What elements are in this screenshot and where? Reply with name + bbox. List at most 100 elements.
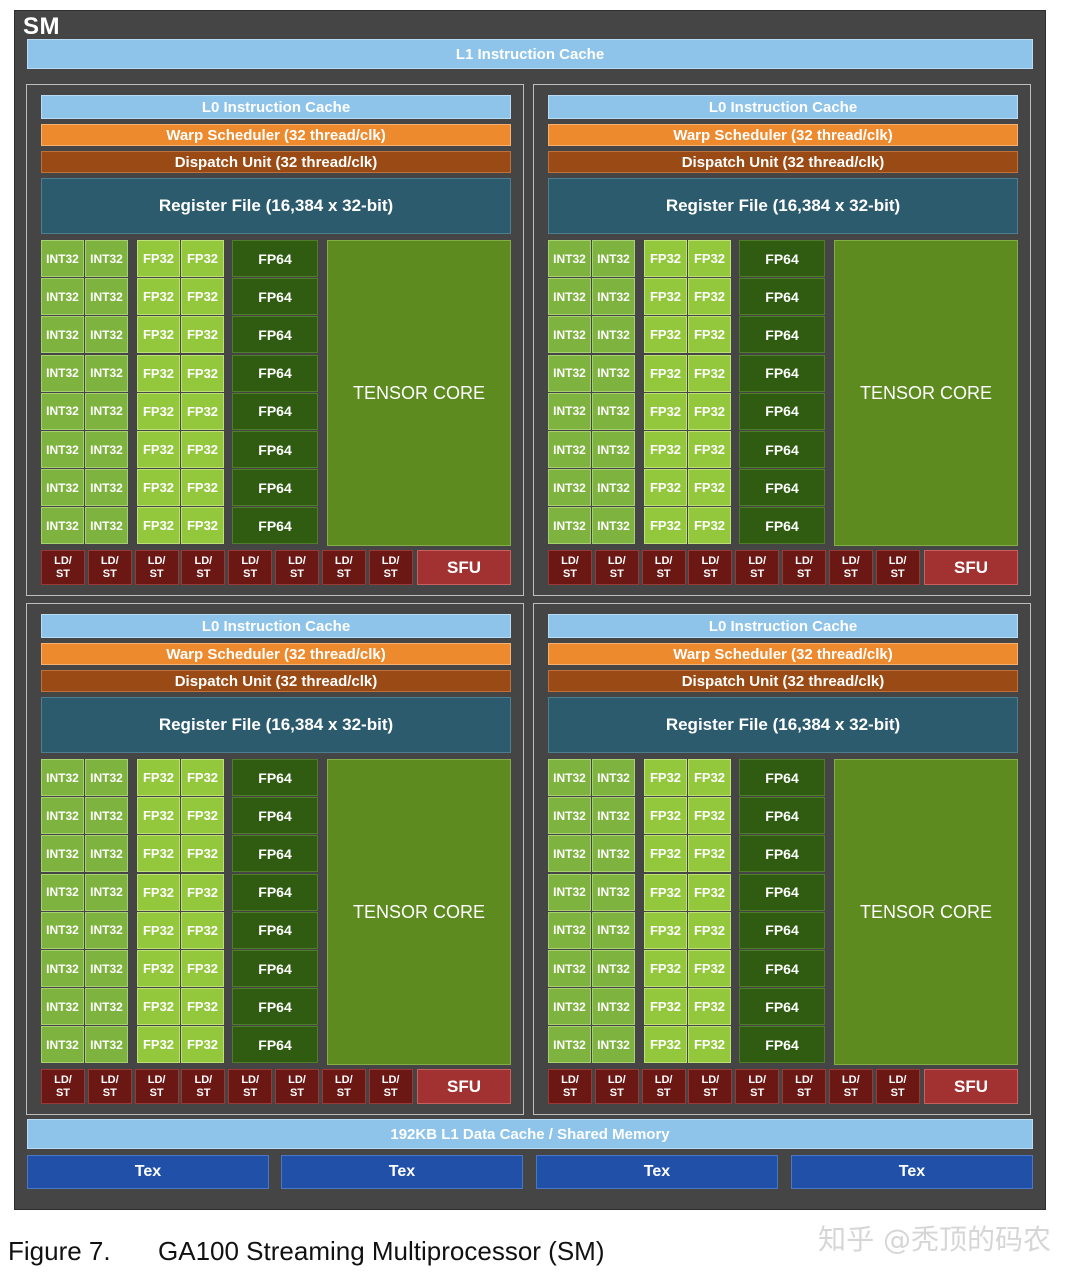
l0-instruction-cache: L0 Instruction Cache (41, 614, 511, 638)
ld-st-label-bottom: ST (562, 1086, 578, 1099)
int32-unit: INT32 (85, 950, 128, 987)
ld-st-label-bottom: ST (703, 1086, 718, 1099)
ld-st-unit: LD/ST (875, 550, 920, 585)
fp64-unit: FP64 (739, 759, 825, 796)
fp32-unit: FP32 (181, 469, 224, 507)
figure-number: Figure 7. (8, 1236, 111, 1266)
dispatch-unit: Dispatch Unit (32 thread/clk) (41, 151, 511, 173)
fp32-unit: FP32 (137, 392, 180, 430)
ld-st-label-top: LD/ (147, 1073, 166, 1086)
int32-unit: INT32 (548, 316, 591, 354)
int32-unit: INT32 (85, 469, 128, 507)
ld-st-label-bottom: ST (149, 1086, 164, 1099)
int32-unit: INT32 (592, 431, 635, 468)
ld-st-label-bottom: ST (102, 1086, 117, 1099)
ld-st-label-bottom: ST (750, 567, 765, 580)
int32-unit: INT32 (41, 431, 84, 468)
fp32-unit: FP32 (688, 240, 731, 277)
warp-scheduler: Warp Scheduler (32 thread/clk) (41, 643, 511, 665)
int32-unit: INT32 (85, 835, 128, 873)
fp32-unit: FP32 (644, 797, 687, 835)
ld-st-label-bottom: ST (383, 567, 398, 580)
fp64-unit: FP64 (232, 988, 318, 1026)
ld-st-unit: LD/ST (181, 1069, 226, 1104)
ld-st-unit: LD/ST (275, 1069, 319, 1104)
l1-instruction-cache: L1 Instruction Cache (27, 39, 1033, 69)
l1-data-cache: 192KB L1 Data Cache / Shared Memory (27, 1119, 1033, 1149)
tensor-core: TENSOR CORE (834, 240, 1018, 546)
fp32-unit: FP32 (137, 469, 180, 507)
int32-unit: INT32 (592, 797, 635, 835)
fp64-unit: FP64 (232, 950, 318, 987)
fp32-unit: FP32 (137, 507, 180, 545)
tex-unit: Tex (281, 1155, 523, 1189)
fp32-unit: FP32 (181, 507, 224, 545)
fp32-unit: FP32 (137, 759, 180, 796)
fp32-unit: FP32 (644, 354, 687, 392)
fp64-unit: FP64 (739, 988, 825, 1026)
int32-unit: INT32 (592, 392, 635, 430)
ld-st-label-top: LD/ (701, 1073, 720, 1086)
ld-st-label-top: LD/ (888, 554, 907, 567)
ld-st-label-top: LD/ (241, 554, 260, 567)
ld-st-label-top: LD/ (748, 1073, 767, 1086)
fp32-unit: FP32 (181, 431, 224, 468)
fp64-unit: FP64 (739, 797, 825, 835)
ld-st-label-bottom: ST (843, 567, 858, 580)
ld-st-label-bottom: ST (149, 567, 164, 580)
figure-title: GA100 Streaming Multiprocessor (SM) (158, 1236, 605, 1266)
ld-st-unit: LD/ST (548, 550, 592, 585)
register-file: Register File (16,384 x 32-bit) (548, 178, 1018, 234)
tensor-core: TENSOR CORE (327, 759, 511, 1065)
ld-st-label-bottom: ST (289, 1086, 305, 1099)
ld-st-label-bottom: ST (196, 1086, 211, 1099)
ld-st-label-top: LD/ (888, 1073, 907, 1086)
int32-unit: INT32 (41, 759, 84, 796)
fp64-unit: FP64 (232, 797, 318, 835)
fp32-unit: FP32 (137, 431, 180, 468)
ld-st-unit: LD/ST (782, 550, 826, 585)
ld-st-label-bottom: ST (750, 1086, 765, 1099)
fp32-unit: FP32 (644, 759, 687, 796)
int32-unit: INT32 (85, 278, 128, 316)
fp32-unit: FP32 (181, 278, 224, 316)
fp32-unit: FP32 (181, 911, 224, 949)
int32-unit: INT32 (41, 950, 84, 987)
int32-unit: INT32 (548, 392, 591, 430)
ld-st-label-top: LD/ (561, 1073, 579, 1086)
l0-instruction-cache: L0 Instruction Cache (41, 95, 511, 119)
fp64-unit: FP64 (232, 835, 318, 873)
ld-st-label-bottom: ST (289, 567, 305, 580)
fp64-unit: FP64 (739, 950, 825, 987)
sfu-unit: SFU (924, 1069, 1018, 1104)
ld-st-label-top: LD/ (54, 1073, 72, 1086)
fp32-unit: FP32 (644, 873, 687, 911)
fp32-unit: FP32 (137, 278, 180, 316)
int32-unit: INT32 (548, 759, 591, 796)
int32-unit: INT32 (41, 507, 84, 545)
fp64-unit: FP64 (232, 316, 318, 354)
int32-unit: INT32 (548, 988, 591, 1026)
ld-st-label-bottom: ST (890, 567, 905, 580)
fp32-unit: FP32 (644, 1026, 687, 1064)
fp32-unit: FP32 (644, 316, 687, 354)
ld-st-label-top: LD/ (701, 554, 720, 567)
fp64-unit: FP64 (739, 1026, 825, 1064)
fp32-unit: FP32 (181, 392, 224, 430)
ld-st-label-top: LD/ (795, 1073, 813, 1086)
fp32-unit: FP32 (181, 759, 224, 796)
fp32-unit: FP32 (688, 797, 731, 835)
int32-unit: INT32 (85, 797, 128, 835)
fp64-unit: FP64 (232, 431, 318, 468)
fp64-unit: FP64 (739, 392, 825, 430)
fp64-unit: FP64 (232, 911, 318, 949)
ld-st-label-top: LD/ (654, 1073, 673, 1086)
ld-st-label-bottom: ST (703, 567, 718, 580)
ld-st-unit: LD/ST (594, 1069, 639, 1104)
fp64-unit: FP64 (232, 469, 318, 507)
ld-st-unit: LD/ST (594, 550, 639, 585)
int32-unit: INT32 (548, 950, 591, 987)
fp32-unit: FP32 (137, 873, 180, 911)
int32-unit: INT32 (41, 1026, 84, 1064)
fp64-unit: FP64 (232, 873, 318, 911)
